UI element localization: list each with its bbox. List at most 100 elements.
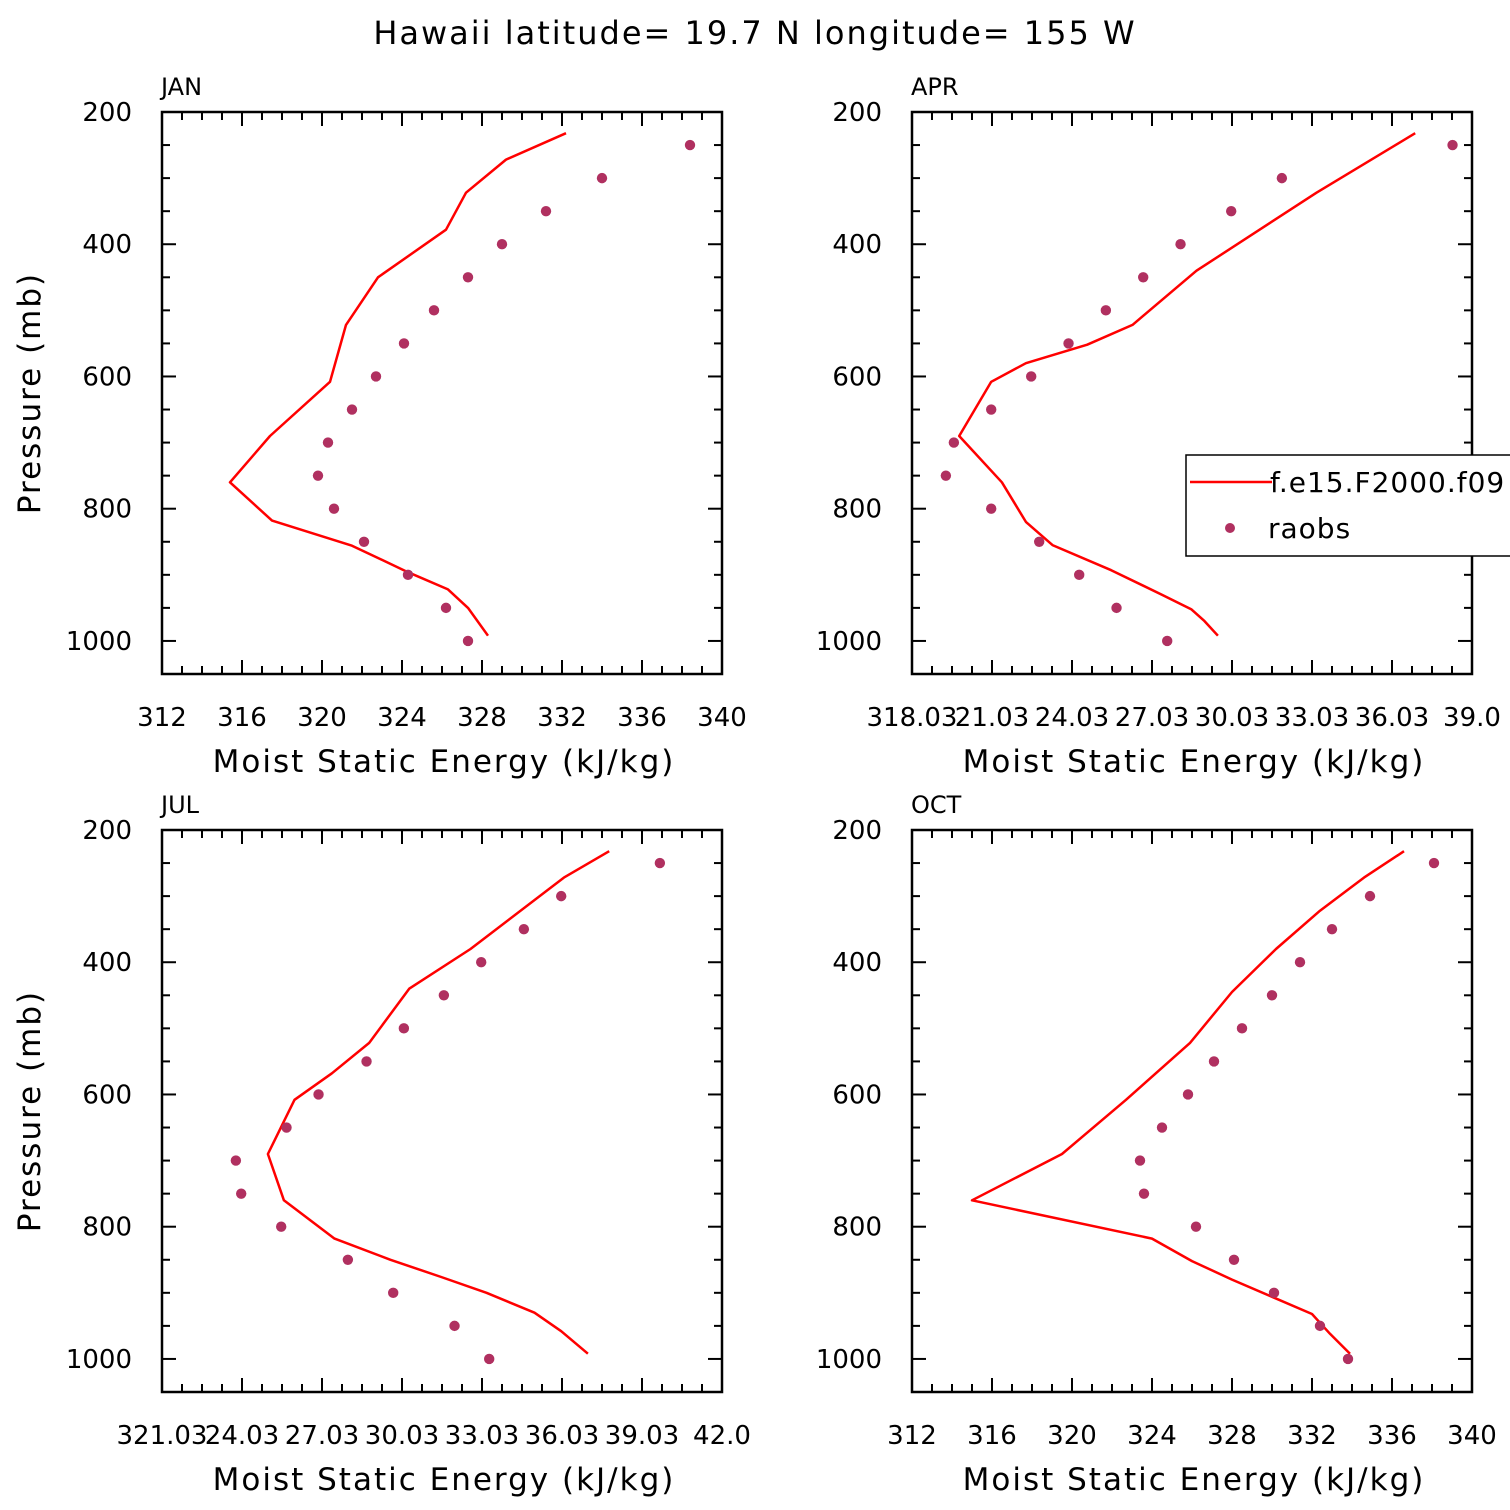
oct-raobs-point <box>1134 1155 1146 1166</box>
jul-x-tick-label: 39.03 <box>605 1421 679 1451</box>
apr-y-tick-label: 600 <box>832 362 882 392</box>
oct-raobs-point <box>1326 923 1338 935</box>
jul-y-tick-label: 600 <box>82 1080 132 1110</box>
oct-raobs-point <box>1364 890 1376 902</box>
oct-x-tick-label: 336 <box>1367 1421 1417 1451</box>
oct-raobs-point <box>1268 1287 1280 1299</box>
figure-title: Hawaii latitude= 19.7 N longitude= 155 W <box>373 14 1136 52</box>
apr-raobs-point <box>948 437 960 448</box>
jan-raobs-point <box>328 503 340 514</box>
apr-y-tick-label: 1000 <box>816 627 882 657</box>
jan-raobs-point <box>322 437 334 448</box>
jul-raobs-point <box>388 1287 399 1299</box>
apr-raobs-point <box>1175 239 1186 250</box>
jan-x-tick-label: 340 <box>697 703 747 733</box>
oct-raobs-point <box>1236 1023 1248 1034</box>
apr-model-line <box>957 132 1416 637</box>
jul-x-tick-label: 27.03 <box>285 1421 359 1451</box>
oct-raobs-point <box>1156 1122 1168 1133</box>
oct-x-tick-label: 320 <box>1047 1421 1097 1451</box>
jul-y-tick-label: 200 <box>82 816 132 846</box>
jan-raobs-point <box>440 602 452 614</box>
jan-raobs-point <box>496 239 508 250</box>
jan-y-tick-label: 400 <box>82 230 132 260</box>
panel-oct: OCT 312 316 320 324 328 332 336 340 200 400 600 800 1… <box>816 791 1497 1498</box>
apr-raobs-point <box>1034 536 1045 547</box>
oct-x-tick-label: 340 <box>1447 1421 1497 1451</box>
oct-raobs-point <box>1294 957 1306 968</box>
jul-x-tick-label: 36.03 <box>525 1421 599 1451</box>
apr-x-tick-label: 21.03 <box>955 703 1029 733</box>
oct-raobs-point <box>1314 1320 1326 1332</box>
jan-y-tick-label: 600 <box>82 362 132 392</box>
jan-raobs-point <box>462 272 474 283</box>
jul-raobs-point <box>484 1353 495 1365</box>
oct-y-tick-label: 600 <box>832 1080 882 1110</box>
oct-raobs-point <box>1228 1254 1240 1265</box>
apr-raobs-point <box>1063 338 1074 349</box>
jul-model-line <box>266 850 610 1355</box>
legend: f.e15.F2000.f09 raobs <box>1185 454 1510 557</box>
oct-y-tick-label: 200 <box>832 816 882 846</box>
jan-x-tick-label: 328 <box>457 703 507 733</box>
apr-x-tick-label: 27.03 <box>1115 703 1189 733</box>
jul-x-tick-label: 321.03 <box>117 1421 208 1451</box>
apr-raobs-point <box>1100 305 1112 316</box>
panel-jan: JAN 312 316 320 324 328 332 336 340 200 400 600 800 1… <box>12 73 747 780</box>
jan-x-tick-label: 324 <box>377 703 427 733</box>
jul-raobs-point <box>556 890 567 902</box>
jan-model-line <box>228 132 567 637</box>
jul-raobs-point <box>276 1221 287 1232</box>
jan-x-tick-label: 336 <box>617 703 667 733</box>
apr-raobs-point <box>940 470 952 481</box>
jan-raobs-point <box>540 205 552 217</box>
jan-raobs-point <box>398 338 410 349</box>
apr-x-tick-label: 24.03 <box>1035 703 1109 733</box>
oct-panel-label: OCT <box>911 791 962 819</box>
apr-x-tick-label: 36.03 <box>1355 703 1429 733</box>
jul-raobs-point <box>230 1155 242 1166</box>
oct-raobs-point <box>1266 990 1278 1001</box>
jan-x-tick-label: 312 <box>137 703 187 733</box>
jul-raobs-point <box>398 1023 410 1034</box>
jan-raobs-point <box>312 470 324 481</box>
oct-raobs-point <box>1182 1089 1194 1100</box>
jul-raobs-point <box>236 1188 247 1199</box>
oct-raobs-point <box>1428 857 1440 869</box>
jul-y-axis-label: Pressure (mb) <box>12 990 48 1232</box>
apr-x-tick-label: 30.03 <box>1195 703 1269 733</box>
jan-raobs-point <box>684 139 696 151</box>
apr-raobs-point <box>1026 371 1037 382</box>
oct-raobs-point <box>1208 1056 1220 1067</box>
jul-y-tick-label: 400 <box>82 948 132 978</box>
jul-raobs-point <box>281 1122 292 1133</box>
jul-y-tick-label: 1000 <box>66 1345 132 1375</box>
jul-x-tick-label: 33.03 <box>445 1421 519 1451</box>
jul-raobs-point <box>313 1089 324 1100</box>
jan-raobs-point <box>428 305 440 316</box>
apr-raobs-point <box>1074 569 1085 581</box>
jan-x-tick-label: 320 <box>297 703 347 733</box>
oct-x-axis-label: Moist Static Energy (kJ/kg) <box>963 1462 1426 1498</box>
oct-x-tick-label: 332 <box>1287 1421 1337 1451</box>
legend-box <box>1185 454 1510 557</box>
apr-raobs-point <box>1162 635 1173 647</box>
jul-y-tick-label: 800 <box>82 1213 132 1243</box>
apr-raobs-point <box>1276 172 1288 184</box>
apr-x-tick-label: 39.0 <box>1443 703 1501 733</box>
jan-raobs-point <box>596 172 608 184</box>
jan-y-tick-label: 200 <box>82 98 132 128</box>
oct-raobs-point <box>1138 1188 1150 1199</box>
jul-x-tick-label: 42.0 <box>693 1421 751 1451</box>
jul-raobs-point <box>449 1320 460 1332</box>
jul-x-tick-label: 30.03 <box>365 1421 439 1451</box>
jan-x-axis-label: Moist Static Energy (kJ/kg) <box>213 744 676 780</box>
apr-raobs-point <box>1138 272 1149 283</box>
apr-raobs-point <box>986 503 997 514</box>
oct-y-tick-label: 800 <box>832 1213 882 1243</box>
apr-x-tick-label: 33.03 <box>1275 703 1349 733</box>
